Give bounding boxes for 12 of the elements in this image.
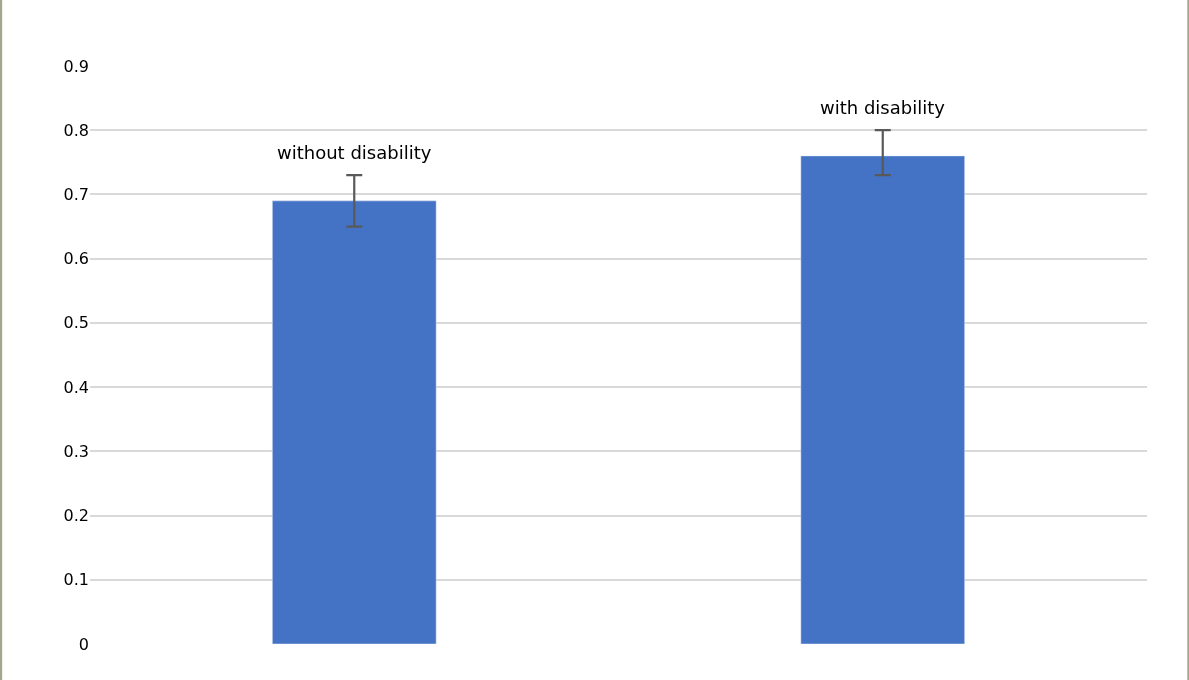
annotation: with disability bbox=[820, 97, 946, 118]
y-tick-label: 0.8 bbox=[63, 120, 89, 140]
y-tick-label: 0.3 bbox=[63, 441, 89, 461]
y-tick-label: 0.1 bbox=[63, 570, 89, 590]
y-tick-label: 0.4 bbox=[63, 377, 89, 397]
y-tick-label: 0.5 bbox=[63, 313, 89, 333]
y-tick-label: 0.7 bbox=[63, 185, 89, 205]
annotation: without disability bbox=[277, 142, 432, 163]
y-tick-label: 0 bbox=[78, 634, 89, 654]
y-tick-label: 0.9 bbox=[63, 56, 89, 76]
y-tick-label: 0.6 bbox=[63, 249, 89, 269]
y-tick-label: 0.2 bbox=[63, 506, 89, 526]
